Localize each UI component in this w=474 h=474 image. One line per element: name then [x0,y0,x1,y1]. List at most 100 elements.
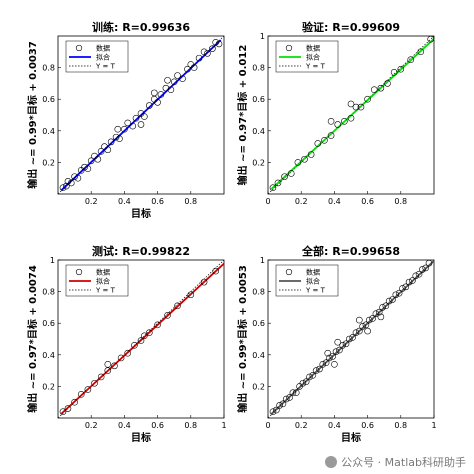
data-point [124,119,132,127]
legend-data-marker [285,44,293,52]
x-tick-label: 0.4 [118,197,131,206]
data-point [347,114,355,122]
data-point [281,173,288,180]
y-tick-label: 0.6 [42,319,55,328]
data-point [157,91,165,98]
data-point [322,359,330,367]
data-point [146,102,153,109]
data-point [399,285,406,292]
data-point [382,302,390,310]
data-point [342,340,350,348]
data-point [132,114,140,122]
data-point [425,259,433,267]
data-point [164,311,171,319]
data-point [170,78,178,86]
data-point [365,316,373,324]
legend-label-identity: Y = T [305,287,326,295]
data-point [287,170,295,177]
data-point [117,354,125,362]
data-point [112,133,120,141]
chart-title: 全部: R=0.99658 [301,244,400,258]
legend-label-fit: 拟合 [306,53,320,62]
legend-label-identity: Y = T [305,63,326,71]
data-point [384,80,391,87]
data-point [369,315,376,322]
y-tick-label: 0.6 [42,95,55,104]
data-point [212,267,219,275]
data-point [355,327,363,335]
data-point [405,278,413,286]
chart-test: 0.2 0.4 0.6 0.8 1 0.2 0.4 0.6 0.8 1 测试: R=0.99822 目… [26,244,227,444]
data-point [111,362,118,370]
data-point [129,122,136,130]
data-point [87,157,95,165]
data-point [215,40,223,48]
data-point [124,349,132,357]
y-tick-label: 0.6 [252,95,265,104]
x-tick-label: 0.8 [184,197,197,206]
legend-label-fit: 拟合 [306,277,320,286]
data-point [332,348,340,355]
data-point [164,76,171,84]
x-tick-label: 0 [265,197,270,206]
data-point [286,394,293,401]
wechat-icon [325,456,338,468]
data-point [402,283,410,291]
chart-validation: 0 0.2 0.4 0.6 0.8 0.2 0.4 0.6 0.8 1 验证: R=0.99609 输… [236,20,435,206]
x-tick-label: 0.8 [184,421,197,430]
data-point [312,367,320,374]
data-point [427,35,434,43]
data-point [209,45,216,52]
data-point [377,84,385,92]
y-tick-label: 1 [260,256,265,265]
data-point [212,39,219,46]
data-point [364,327,371,335]
y-tick-label: 1 [260,32,265,41]
data-point [154,321,161,329]
data-point [357,103,365,111]
y-tick-label: 0.2 [42,158,55,167]
x-tick-label: 0.6 [151,197,164,206]
y-tick-label: 0.4 [42,127,55,136]
data-point [64,178,72,185]
data-point [395,289,403,297]
data-point [141,332,148,340]
data-point [59,408,67,415]
y-tick-label: 0.8 [252,64,265,73]
data-point [392,291,400,299]
data-point [359,323,366,330]
data-point [409,277,416,284]
data-point [346,335,353,343]
watermark: 公众号 · Matlab科研助手 [325,454,466,470]
data-point [146,329,153,336]
data-point [154,99,161,106]
data-point [289,389,297,397]
data-point [137,121,145,128]
data-point [407,56,415,64]
x-tick-label: 0.4 [118,421,131,430]
data-point [417,48,425,56]
data-point [269,184,277,191]
data-point [114,125,122,133]
data-point [334,338,342,346]
data-point [200,278,208,286]
data-point [389,296,396,303]
legend-label-data: 数据 [306,268,320,277]
data-point [200,48,208,56]
y-tick-label: 1 [50,256,55,265]
data-point [352,329,360,336]
data-point [415,270,423,278]
x-axis-label: 目标 [341,431,361,444]
data-point [379,304,386,311]
x-axis-label: 目标 [131,207,151,220]
data-point [331,360,338,368]
data-point [97,373,105,381]
data-point [97,148,105,155]
x-tick-label: 0.8 [394,197,407,206]
data-point [67,179,75,187]
y-tick-label: 0.6 [252,319,265,328]
x-tick-label: 1 [431,421,436,430]
x-tick-label: 1 [221,421,226,430]
